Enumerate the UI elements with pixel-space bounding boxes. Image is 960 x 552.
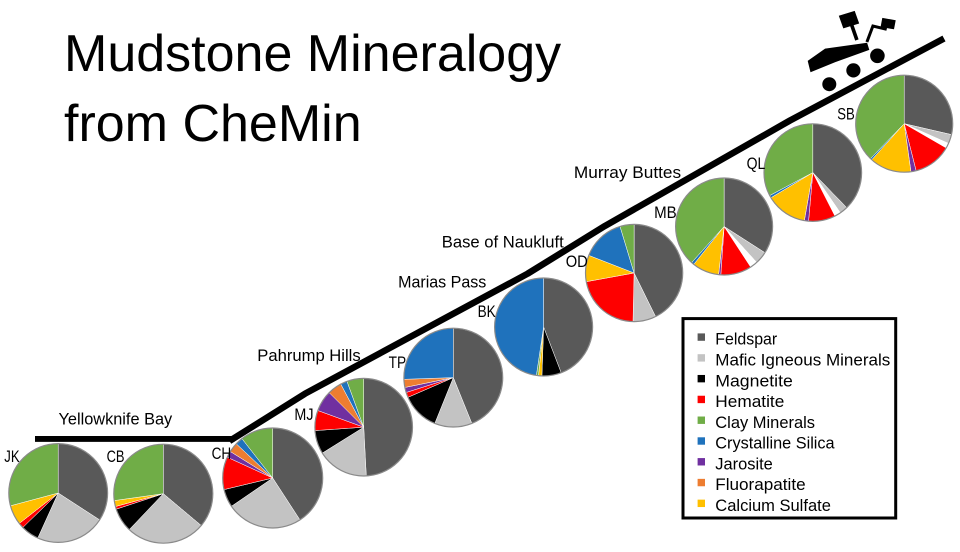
svg-text:Marias Pass: Marias Pass (398, 272, 486, 291)
svg-text:SB: SB (837, 105, 855, 124)
svg-text:CB: CB (107, 447, 125, 466)
svg-text:MJ: MJ (294, 405, 313, 424)
svg-text:Calcium Sulfate: Calcium Sulfate (715, 497, 831, 515)
svg-text:QL: QL (747, 154, 766, 173)
svg-text:MB: MB (654, 203, 677, 222)
svg-text:Yellowknife Bay: Yellowknife Bay (59, 410, 173, 429)
svg-text:Pahrump Hills: Pahrump Hills (257, 346, 360, 365)
svg-text:Base of Naukluft: Base of Naukluft (442, 233, 564, 252)
svg-text:Jarosite: Jarosite (715, 455, 773, 473)
svg-text:JK: JK (4, 447, 19, 466)
svg-text:BK: BK (478, 302, 496, 321)
svg-text:Magnetite: Magnetite (715, 372, 793, 390)
svg-text:Hematite: Hematite (715, 393, 784, 411)
svg-text:Feldspar: Feldspar (715, 331, 777, 349)
svg-text:Crystalline Silica: Crystalline Silica (715, 435, 835, 453)
svg-text:Mafic Igneous Minerals: Mafic Igneous Minerals (715, 351, 890, 369)
svg-text:OD: OD (566, 252, 588, 271)
svg-text:Murray Buttes: Murray Buttes (574, 163, 681, 182)
svg-text:Fluorapatite: Fluorapatite (715, 476, 805, 494)
svg-text:Clay Minerals: Clay Minerals (715, 414, 815, 432)
svg-text:CH: CH (212, 444, 232, 463)
svg-text:TP: TP (389, 353, 407, 372)
